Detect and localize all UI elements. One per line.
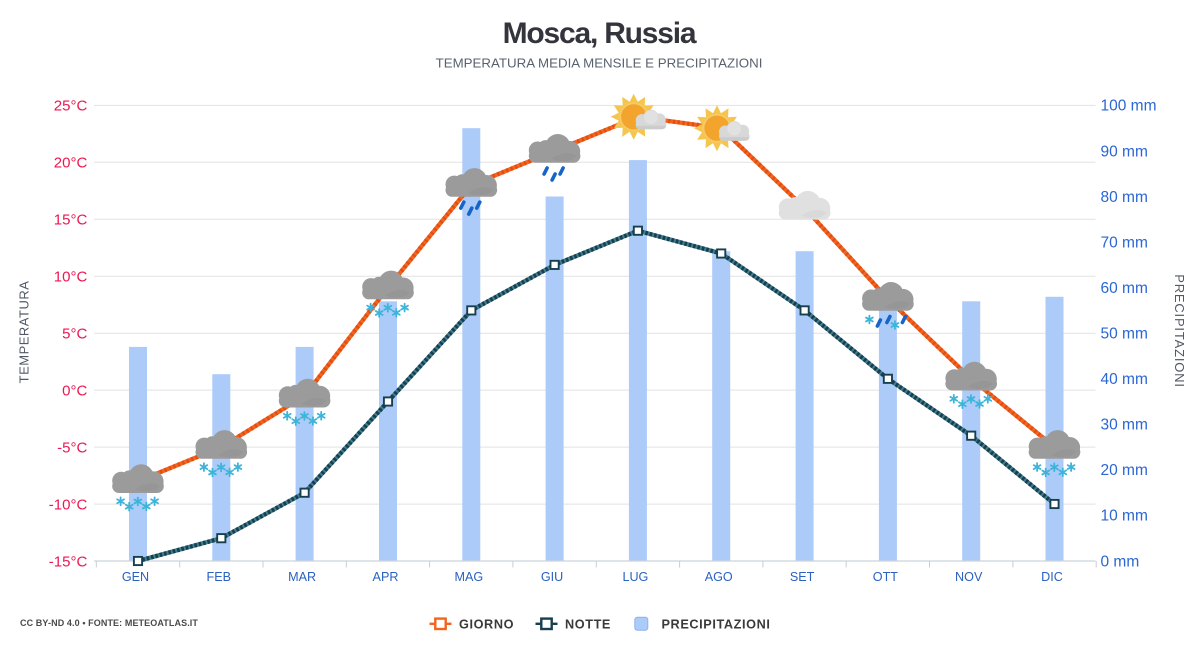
svg-text:DIC: DIC <box>1041 570 1063 584</box>
svg-text:-15°C: -15°C <box>49 553 88 570</box>
svg-text:100 mm: 100 mm <box>1101 98 1157 115</box>
svg-text:20°C: 20°C <box>54 155 88 172</box>
svg-text:5°C: 5°C <box>62 326 87 343</box>
svg-text:TEMPERATURA MEDIA MENSILE E PR: TEMPERATURA MEDIA MENSILE E PRECIPITAZIO… <box>436 56 763 71</box>
svg-text:GIU: GIU <box>541 570 563 584</box>
svg-text:90 mm: 90 mm <box>1101 143 1148 160</box>
svg-text:APR: APR <box>373 570 399 584</box>
svg-text:20 mm: 20 mm <box>1101 462 1148 479</box>
svg-text:60 mm: 60 mm <box>1101 280 1148 297</box>
svg-text:PRECIPITAZIONI: PRECIPITAZIONI <box>1172 274 1187 388</box>
svg-text:50 mm: 50 mm <box>1101 326 1148 343</box>
svg-text:NOV: NOV <box>955 570 983 584</box>
svg-text:25°C: 25°C <box>54 98 88 115</box>
svg-text:OTT: OTT <box>873 570 898 584</box>
svg-text:MAG: MAG <box>454 570 483 584</box>
svg-text:Mosca, Russia: Mosca, Russia <box>503 17 697 50</box>
svg-text:30 mm: 30 mm <box>1101 417 1148 434</box>
svg-text:FEB: FEB <box>207 570 232 584</box>
svg-text:PRECIPITAZIONI: PRECIPITAZIONI <box>662 618 771 632</box>
svg-text:CC BY-ND 4.0 • FONTE: METEOATL: CC BY-ND 4.0 • FONTE: METEOATLAS.IT <box>20 618 198 628</box>
svg-text:0°C: 0°C <box>62 382 87 399</box>
svg-text:GEN: GEN <box>122 570 149 584</box>
svg-text:15°C: 15°C <box>54 212 88 229</box>
svg-text:-10°C: -10°C <box>49 496 88 513</box>
svg-text:AGO: AGO <box>705 570 733 584</box>
svg-text:0 mm: 0 mm <box>1101 553 1140 570</box>
svg-text:NOTTE: NOTTE <box>565 618 611 632</box>
svg-text:-5°C: -5°C <box>57 439 87 456</box>
svg-text:MAR: MAR <box>288 570 316 584</box>
svg-text:40 mm: 40 mm <box>1101 371 1148 388</box>
svg-text:70 mm: 70 mm <box>1101 234 1148 251</box>
svg-text:TEMPERATURA: TEMPERATURA <box>16 281 31 384</box>
svg-text:LUG: LUG <box>622 570 648 584</box>
svg-text:10°C: 10°C <box>54 269 88 286</box>
svg-text:80 mm: 80 mm <box>1101 189 1148 206</box>
svg-text:10 mm: 10 mm <box>1101 508 1148 525</box>
svg-text:SET: SET <box>790 570 815 584</box>
svg-text:GIORNO: GIORNO <box>459 618 514 632</box>
